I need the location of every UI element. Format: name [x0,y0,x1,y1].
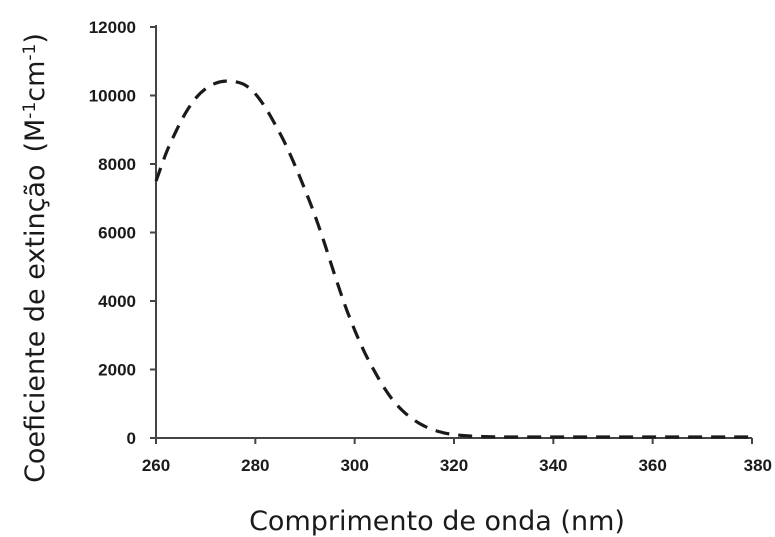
x-tick-label: 320 [440,456,468,475]
x-tick-label: 360 [638,456,666,475]
y-tick-label: 4000 [98,292,136,311]
y-axis-title: Coeficiente de extinção(M-1cm-1) [20,33,51,483]
y-tick-label: 0 [127,429,136,448]
x-tick-label: 260 [142,456,170,475]
y-tick-label: 8000 [98,155,136,174]
y-tick-label: 2000 [98,361,136,380]
y-tick-group: 0 2000 4000 6000 8000 10000 12000 [89,18,156,448]
x-tick-group: 260 280 300 320 340 360 380 [142,438,772,475]
y-tick-label: 12000 [89,18,136,37]
y-axis-unit-exp2: -1 [20,44,40,61]
y-axis-unit-open: (M [20,119,51,153]
y-axis-title-prefix: Coeficiente de extinção [20,165,51,483]
x-axis-title: Comprimento de onda (nm) [249,506,625,537]
x-tick-label: 380 [744,456,772,475]
series-line-extinction [154,79,752,439]
y-axis-unit-exp1: -1 [20,102,40,119]
x-tick-label: 300 [340,456,368,475]
y-axis-unit-close: ) [20,33,51,44]
y-tick-label: 6000 [98,224,136,243]
x-tick-label: 340 [539,456,567,475]
y-axis-unit-mid: cm [20,61,51,102]
x-tick-label: 280 [241,456,269,475]
y-tick-label: 10000 [89,87,136,106]
